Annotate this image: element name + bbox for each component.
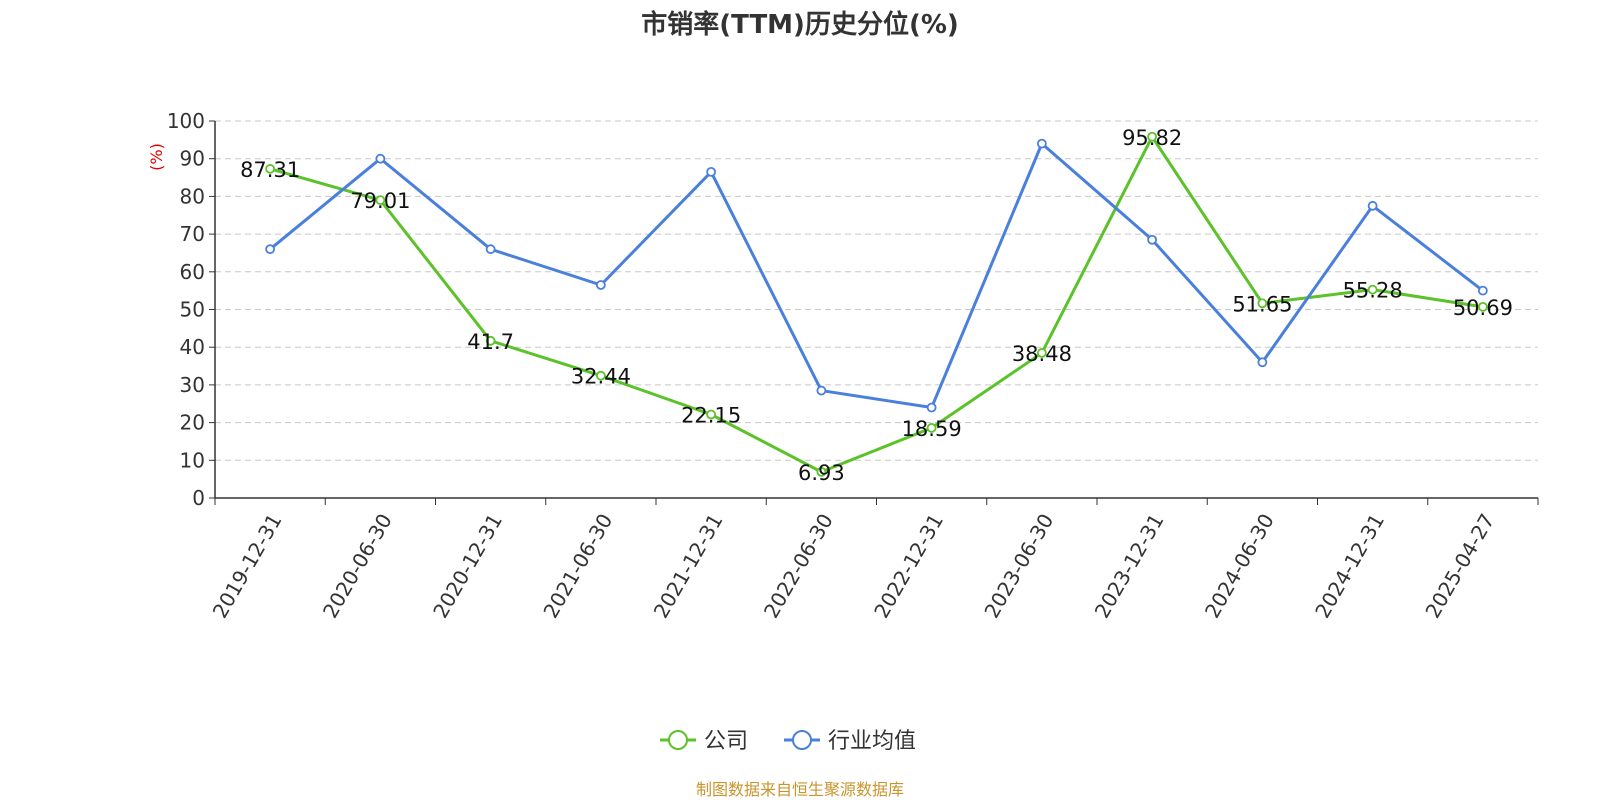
- data-label: 55.28: [1343, 279, 1403, 303]
- legend[interactable]: 公司 行业均值: [660, 729, 916, 754]
- data-point[interactable]: [1147, 131, 1158, 142]
- y-axis-ticks: 0 10 20 30 40 50 60 70 80 90 100: [167, 109, 215, 510]
- data-point[interactable]: [485, 244, 496, 255]
- data-point[interactable]: [816, 466, 827, 477]
- y-tick-label: 30: [180, 373, 205, 397]
- data-labels: 87.31 79.01 41.7 32.44 22.15 6.93 18.59 38.48 95…: [240, 126, 1513, 485]
- data-point[interactable]: [926, 423, 937, 433]
- x-axis-ticks: 2019-12-31 2020-06-30 2020-12-31 2021-06-30…: [208, 498, 1539, 623]
- data-label: 32.44: [571, 365, 631, 389]
- data-point[interactable]: [706, 409, 717, 420]
- y-tick-label: 10: [180, 448, 205, 472]
- data-point[interactable]: [485, 335, 496, 346]
- x-tick-label: 2022-06-30: [759, 510, 838, 623]
- data-point[interactable]: [1367, 284, 1378, 295]
- data-point[interactable]: [706, 166, 717, 177]
- data-point[interactable]: [265, 163, 276, 174]
- data-point[interactable]: [1477, 285, 1488, 296]
- data-label: 95.82: [1122, 126, 1182, 150]
- data-label: 6.93: [798, 461, 845, 485]
- data-label: 18.59: [902, 417, 962, 441]
- x-tick-label: 2021-12-31: [649, 510, 728, 623]
- data-point[interactable]: [595, 370, 606, 381]
- data-point[interactable]: [375, 195, 386, 206]
- x-tick-label: 2022-12-31: [869, 510, 948, 623]
- data-point[interactable]: [265, 244, 276, 255]
- x-tick-label: 2021-06-30: [538, 510, 617, 623]
- y-tick-label: 50: [180, 298, 205, 322]
- legend-label: 行业均值: [828, 729, 916, 754]
- data-point[interactable]: [1257, 298, 1268, 309]
- legend-label: 公司: [704, 729, 748, 754]
- y-tick-label: 90: [180, 147, 205, 171]
- x-tick-label: 2024-12-31: [1310, 510, 1389, 623]
- y-tick-label: 80: [180, 184, 205, 208]
- series-line-1: [269, 142, 1484, 410]
- legend-item-1[interactable]: 行业均值: [784, 729, 916, 754]
- y-tick-label: 20: [180, 411, 205, 435]
- y-tick-label: 70: [180, 222, 205, 246]
- data-point[interactable]: [375, 153, 386, 164]
- data-point[interactable]: [1036, 348, 1047, 358]
- data-label: 38.48: [1012, 342, 1072, 366]
- y-tick-label: 0: [192, 486, 205, 510]
- x-tick-label: 2023-12-31: [1090, 510, 1169, 623]
- x-tick-label: 2019-12-31: [208, 510, 287, 623]
- data-label: 41.7: [467, 330, 514, 354]
- x-tick-label: 2023-06-30: [979, 510, 1058, 623]
- data-label: 50.69: [1453, 296, 1513, 320]
- y-axis-unit: (%): [147, 143, 166, 171]
- data-label: 22.15: [681, 403, 741, 427]
- data-point[interactable]: [1367, 200, 1378, 211]
- data-label: 51.65: [1232, 292, 1292, 316]
- series-line-0: [269, 135, 1484, 474]
- data-point[interactable]: [595, 280, 606, 290]
- legend-marker: [792, 730, 812, 750]
- y-tick-label: 100: [167, 109, 205, 133]
- legend-item-0[interactable]: 公司: [660, 729, 748, 754]
- source-note: 制图数据来自恒生聚源数据库: [696, 780, 904, 799]
- data-point[interactable]: [926, 402, 937, 413]
- data-label: 87.31: [240, 158, 300, 182]
- data-point[interactable]: [816, 385, 827, 396]
- x-tick-label: 2020-12-31: [428, 510, 507, 623]
- series-layer: [265, 131, 1488, 477]
- data-point[interactable]: [1147, 234, 1158, 245]
- y-tick-label: 40: [180, 335, 205, 359]
- grid-lines: [215, 120, 1538, 461]
- x-tick-label: 2020-06-30: [318, 510, 397, 623]
- x-tick-label: 2024-06-30: [1200, 510, 1279, 623]
- chart-title: 市销率(TTM)历史分位(%): [641, 9, 959, 40]
- data-point[interactable]: [1257, 357, 1268, 368]
- x-tick-label: 2025-04-27: [1420, 510, 1499, 623]
- data-label: 79.01: [350, 189, 410, 213]
- data-point[interactable]: [1477, 301, 1488, 312]
- y-tick-label: 60: [180, 260, 205, 284]
- data-point[interactable]: [1036, 138, 1047, 149]
- legend-marker: [668, 730, 688, 750]
